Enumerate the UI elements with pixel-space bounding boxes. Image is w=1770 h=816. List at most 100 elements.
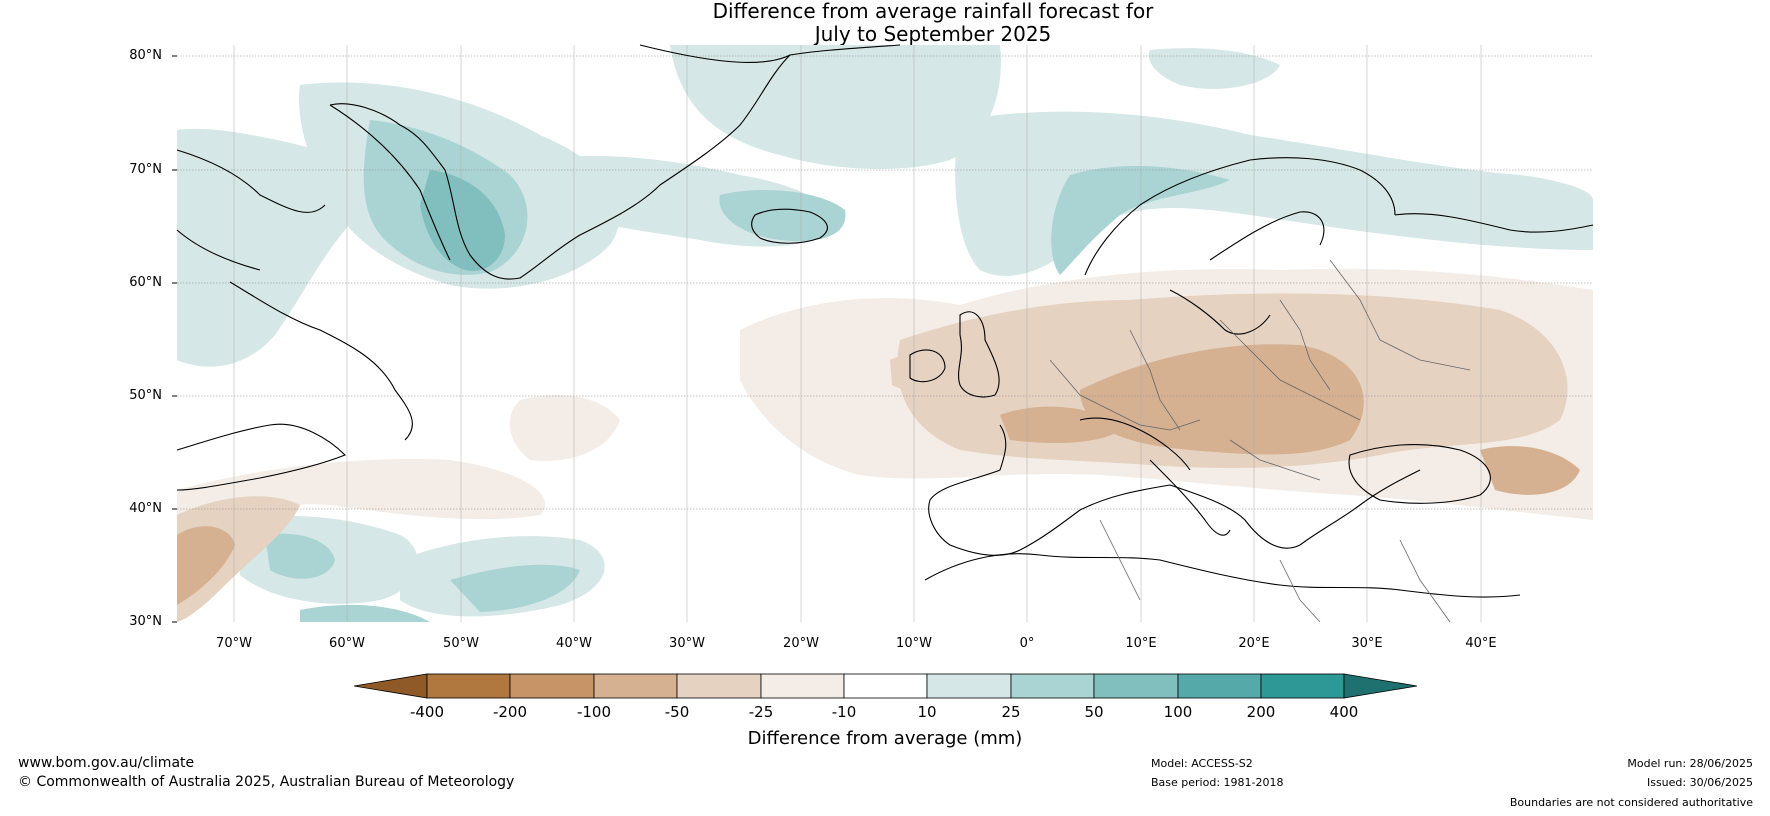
lon-label-40e: 40°E <box>1465 636 1497 651</box>
boundary-disclaimer: Boundaries are not considered authoritat… <box>1509 796 1753 809</box>
colorbar-tick-label: 50 <box>1084 703 1104 721</box>
border-c <box>1219 319 1361 421</box>
wet-region-svalbard <box>1148 48 1280 89</box>
coast-scandinavia <box>1084 157 1396 276</box>
lon-label-30w: 30°W <box>669 636 705 651</box>
colorbar-tick-label: -25 <box>748 703 774 721</box>
wet-region-azores-core <box>450 564 580 612</box>
coast-europe-main <box>928 417 1421 556</box>
coast-russia-north <box>1394 213 1594 233</box>
map-title-line-1: Difference from average rainfall forecas… <box>712 0 1154 23</box>
colorbar-tick-label: -400 <box>409 703 445 721</box>
coast-baltic <box>1169 289 1271 335</box>
colorbar-tick-label: -50 <box>664 703 690 721</box>
colorbar-bin-6 <box>843 673 928 699</box>
border-g <box>1229 439 1321 481</box>
wet-region-labrador <box>177 128 358 367</box>
lat-gridlines <box>177 55 1593 510</box>
lat-label-50n: 50°N <box>129 388 162 403</box>
colorbar-tick-label: 200 <box>1246 703 1276 721</box>
colorbar-tick-label: -10 <box>831 703 857 721</box>
border-f <box>1099 519 1451 623</box>
border-b <box>1129 329 1181 431</box>
colorbar-label: Difference from average (mm) <box>747 728 1023 749</box>
lon-gridlines <box>233 45 1482 622</box>
lon-label-30e: 30°E <box>1351 636 1383 651</box>
dry-region-france <box>1000 406 1120 443</box>
lon-label-40w: 40°W <box>556 636 592 651</box>
lon-label-60w: 60°W <box>329 636 365 651</box>
colorbar-tick-label: 100 <box>1163 703 1193 721</box>
coast-baffin <box>176 149 326 271</box>
coast-britain <box>958 311 1000 398</box>
colorbar-bin-2 <box>509 673 595 699</box>
copyright-notice: © Commonwealth of Australia 2025, Austra… <box>18 774 515 790</box>
lat-label-30n: 30°N <box>129 614 162 629</box>
coast-greenland <box>329 54 791 280</box>
wet-region-scandinavia <box>955 111 1593 276</box>
lat-label-40n: 40°N <box>129 501 162 516</box>
colorbar-bin-11 <box>1260 673 1345 699</box>
border-a <box>1049 359 1201 431</box>
colorbar-bin-4 <box>676 673 762 699</box>
lat-label-80n: 80°N <box>129 48 162 63</box>
anomaly-field <box>177 45 1593 622</box>
wet-region-iceland <box>719 190 846 242</box>
model-name: Model: ACCESS-S2 <box>1151 757 1253 770</box>
coast-greenland-north <box>639 44 901 63</box>
colorbar-bin-8 <box>1010 673 1095 699</box>
latitude-ticks <box>172 55 177 623</box>
border-e <box>1329 259 1471 371</box>
country-borders <box>1049 259 1471 623</box>
colorbar-bin-10 <box>1177 673 1262 699</box>
map-title: Difference from average rainfall forecas… <box>0 0 1770 46</box>
dry-region-black-sea <box>1480 446 1580 495</box>
issued-date: Issued: 30/06/2025 <box>1646 776 1753 789</box>
coast-black-sea <box>1348 444 1491 504</box>
wet-region-subtropical-atlantic-core <box>265 533 335 579</box>
colorbar-bin-5 <box>760 673 845 699</box>
wet-region-south-edge <box>300 604 430 622</box>
base-period: Base period: 1981-2018 <box>1151 776 1284 789</box>
coast-labrador <box>229 281 413 441</box>
colorbar-bin-9 <box>1093 673 1179 699</box>
colorbar-tick-label: 400 <box>1329 703 1359 721</box>
coastlines <box>176 44 1594 598</box>
colorbar-tick-label: -100 <box>576 703 612 721</box>
dry-region-west-atlantic <box>177 459 546 540</box>
wet-region-norway-coast <box>1051 165 1230 275</box>
lon-label-20w: 20°W <box>783 636 819 651</box>
lon-label-0: 0° <box>1019 636 1035 651</box>
coast-iceland <box>751 208 828 244</box>
colorbar-bin-3 <box>593 673 678 699</box>
dry-region-ireland <box>890 352 955 392</box>
coast-north-america-east <box>176 423 346 491</box>
colorbar-bin-7 <box>926 673 1012 699</box>
border-d <box>1279 299 1331 391</box>
lat-label-70n: 70°N <box>129 162 162 177</box>
colorbar-bin-1 <box>426 673 511 699</box>
coast-ireland <box>909 349 946 383</box>
lon-label-10w: 10°W <box>896 636 932 651</box>
wet-region-greenland-core <box>420 170 505 271</box>
model-run-date: Model run: 28/06/2025 <box>1627 757 1753 770</box>
colorbar-below-400 <box>353 673 428 699</box>
lon-label-10e: 10°E <box>1125 636 1157 651</box>
coast-north-africa <box>924 553 1521 598</box>
dry-region-west-atlantic-strong <box>177 526 235 605</box>
dry-region-mid-atlantic <box>509 395 620 461</box>
wet-region-north-atlantic <box>670 45 1001 170</box>
website-link[interactable]: www.bom.gov.au/climate <box>18 755 195 771</box>
map-title-line-2: July to September 2025 <box>814 22 1052 46</box>
colorbar-tick-label: 25 <box>1001 703 1021 721</box>
colorbar-tick-label: 10 <box>917 703 937 721</box>
lat-label-60n: 60°N <box>129 275 162 290</box>
lon-label-20e: 20°E <box>1238 636 1270 651</box>
coast-italy <box>1149 459 1231 536</box>
lon-label-50w: 50°W <box>443 636 479 651</box>
lon-label-70w: 70°W <box>216 636 252 651</box>
colorbar-above-400 <box>1343 673 1418 699</box>
colorbar <box>353 673 1418 699</box>
colorbar-tick-label: -200 <box>492 703 528 721</box>
